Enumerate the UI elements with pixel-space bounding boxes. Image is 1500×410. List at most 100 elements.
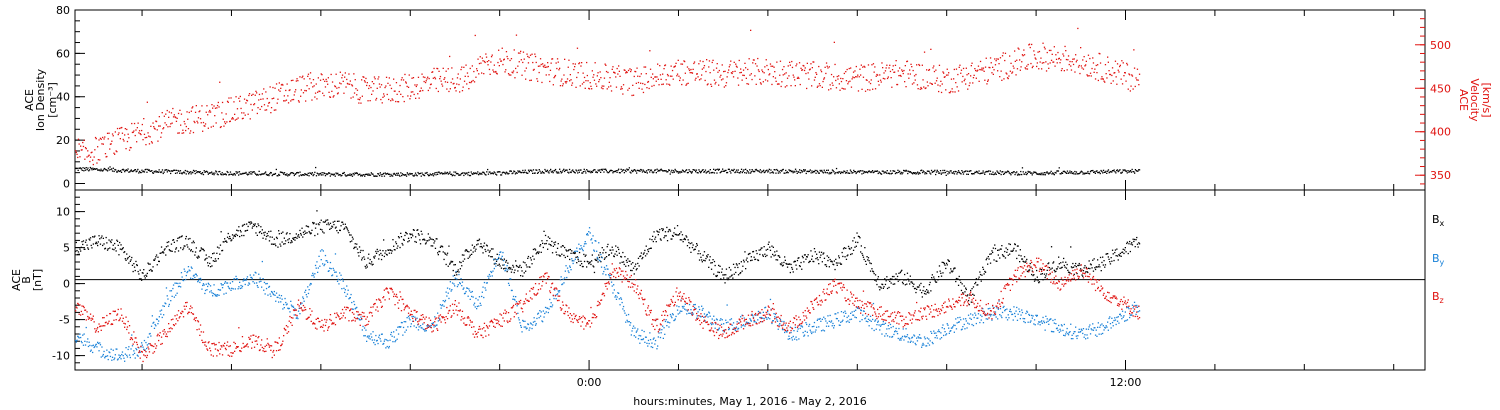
velocity-point xyxy=(869,82,872,85)
velocity-point xyxy=(398,90,400,93)
bx-point xyxy=(681,234,684,236)
bx-point xyxy=(1045,273,1048,275)
velocity-point xyxy=(361,95,363,97)
by-point xyxy=(427,326,429,328)
bx-point xyxy=(820,254,822,256)
density-point xyxy=(356,172,358,174)
bx-point xyxy=(202,248,204,250)
bx-point xyxy=(471,253,473,255)
density-point xyxy=(289,173,291,175)
density-point xyxy=(180,172,182,174)
velocity-point xyxy=(1058,57,1060,59)
density-point xyxy=(312,174,314,177)
bx-point xyxy=(603,249,605,251)
bx-point xyxy=(884,278,886,280)
velocity-point xyxy=(148,135,150,137)
density-point xyxy=(853,171,856,173)
velocity-point xyxy=(603,85,605,87)
velocity-point xyxy=(1075,54,1077,56)
bx-point xyxy=(968,304,970,306)
velocity-point xyxy=(235,96,237,98)
by-point xyxy=(165,303,167,305)
bx-point xyxy=(438,250,440,253)
velocity-point xyxy=(661,83,663,86)
bx-point xyxy=(218,247,220,249)
density-point xyxy=(425,172,427,174)
bx-point xyxy=(946,264,948,266)
density-point xyxy=(181,173,183,175)
bx-point xyxy=(469,254,471,256)
density-point xyxy=(1124,169,1126,171)
density-point xyxy=(534,172,536,174)
velocity-point xyxy=(941,83,943,85)
bx-point xyxy=(776,250,778,252)
velocity-point xyxy=(861,88,863,90)
density-point xyxy=(402,174,404,176)
by-point xyxy=(434,316,436,318)
density-point xyxy=(1136,170,1138,172)
density-point xyxy=(311,172,313,174)
velocity-point xyxy=(89,160,91,163)
bx-point xyxy=(779,263,782,265)
velocity-point xyxy=(327,77,329,79)
bx-point xyxy=(98,235,100,237)
density-point xyxy=(1115,172,1117,174)
bx-point xyxy=(551,252,554,254)
density-point xyxy=(301,174,303,177)
velocity-point xyxy=(1123,75,1125,77)
bx-point xyxy=(847,254,849,256)
velocity-point xyxy=(492,69,494,71)
bx-point xyxy=(537,252,540,255)
density-point xyxy=(680,170,682,173)
velocity-point xyxy=(494,71,496,73)
density-point xyxy=(201,172,204,174)
density-point xyxy=(449,171,451,173)
density-point xyxy=(1114,171,1116,173)
bx-point xyxy=(290,242,292,244)
density-point xyxy=(388,173,390,175)
bx-point xyxy=(921,296,923,298)
bx-point xyxy=(1019,261,1021,263)
velocity-point xyxy=(637,75,639,77)
bx-point xyxy=(291,241,293,243)
density-point xyxy=(852,171,854,174)
bx-point xyxy=(97,244,99,247)
by-point xyxy=(80,336,82,339)
by-point xyxy=(232,288,234,290)
velocity-point xyxy=(1020,66,1022,68)
bx-point xyxy=(1129,240,1131,243)
by-point xyxy=(321,249,323,251)
by-point xyxy=(104,355,107,358)
by-point xyxy=(288,307,290,310)
velocity-point xyxy=(638,87,640,89)
velocity-point xyxy=(136,141,138,143)
velocity-point xyxy=(1089,72,1092,74)
velocity-point xyxy=(485,56,488,58)
velocity-point xyxy=(613,71,615,74)
velocity-point xyxy=(1013,67,1015,69)
bx-point xyxy=(171,250,173,252)
density-point xyxy=(372,173,374,175)
velocity-point xyxy=(832,84,834,86)
velocity-point xyxy=(1117,69,1119,71)
bx-point xyxy=(557,243,559,245)
bx-point xyxy=(845,258,848,260)
by-point xyxy=(159,310,161,312)
velocity-point xyxy=(160,136,162,138)
velocity-point xyxy=(449,88,451,90)
by-point xyxy=(367,335,369,337)
by-point xyxy=(125,347,127,349)
bx-point xyxy=(310,232,312,234)
velocity-point xyxy=(1044,48,1046,50)
density-point xyxy=(87,167,89,169)
velocity-point xyxy=(133,130,135,132)
bx-point xyxy=(782,264,784,266)
velocity-point xyxy=(1014,50,1016,52)
bx-point xyxy=(1100,270,1102,272)
density-point xyxy=(569,171,571,173)
by-point xyxy=(133,350,135,352)
density-point xyxy=(947,173,949,175)
bx-point xyxy=(426,240,428,242)
bx-point xyxy=(338,220,340,222)
density-point xyxy=(268,174,270,177)
